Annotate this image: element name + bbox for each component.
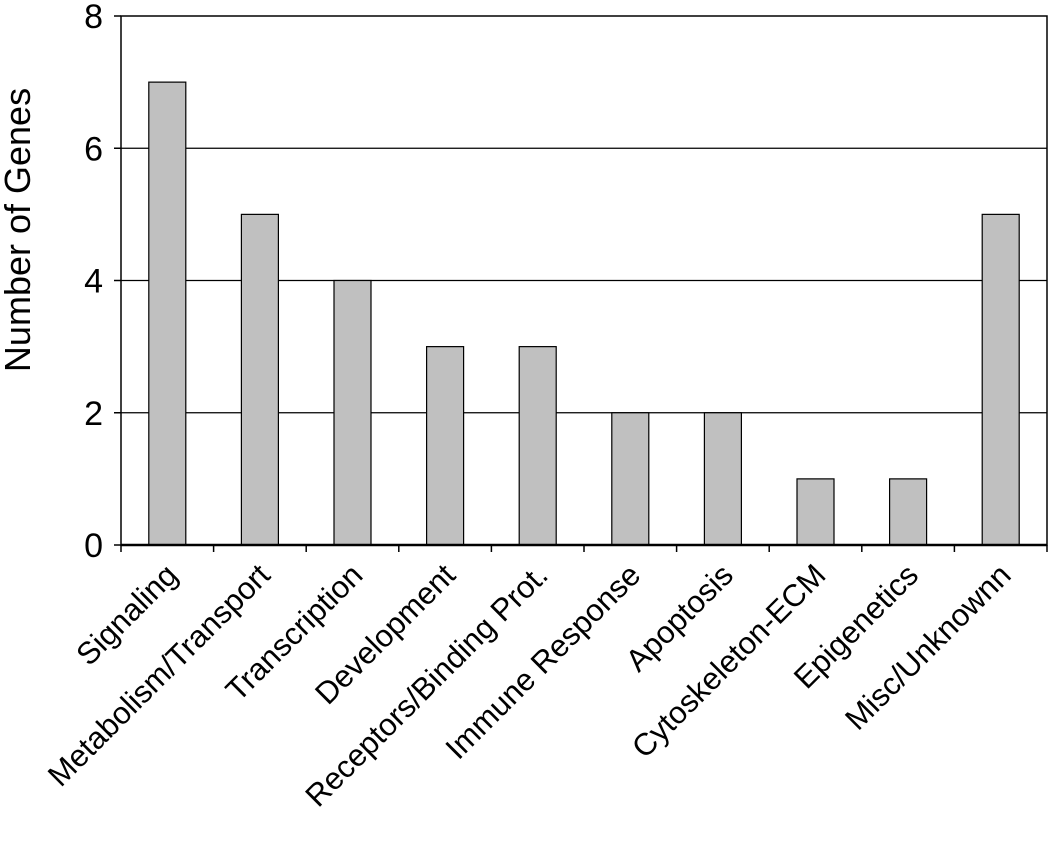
bar-transcription [333,279,372,546]
bar-immune-response [611,412,650,546]
bars [148,81,1020,546]
bar-signaling [148,81,187,546]
bar-cytoskeleton-ecm [796,478,835,546]
y-axis-title: Number of Genes [0,88,38,372]
category-label: Misc/Unknownn [838,557,1017,736]
category-labels: SignalingMetabolism/TransportTranscripti… [41,557,1018,814]
y-tick-label: 6 [84,130,103,168]
bar-receptors-binding-prot- [518,346,557,546]
y-tick-label: 2 [84,395,103,433]
bar-apoptosis [703,412,743,546]
bar-epigenetics [888,478,928,546]
y-tick-label: 4 [84,263,103,301]
y-tick-label: 8 [84,0,103,36]
y-tick-labels: 0 2 4 6 8 [84,0,103,565]
y-tick-label: 0 [84,527,103,565]
bar-misc-unknownn [981,213,1020,546]
bar-metabolism-transport [240,213,279,546]
axes [114,15,1048,552]
bar-development [426,346,465,546]
